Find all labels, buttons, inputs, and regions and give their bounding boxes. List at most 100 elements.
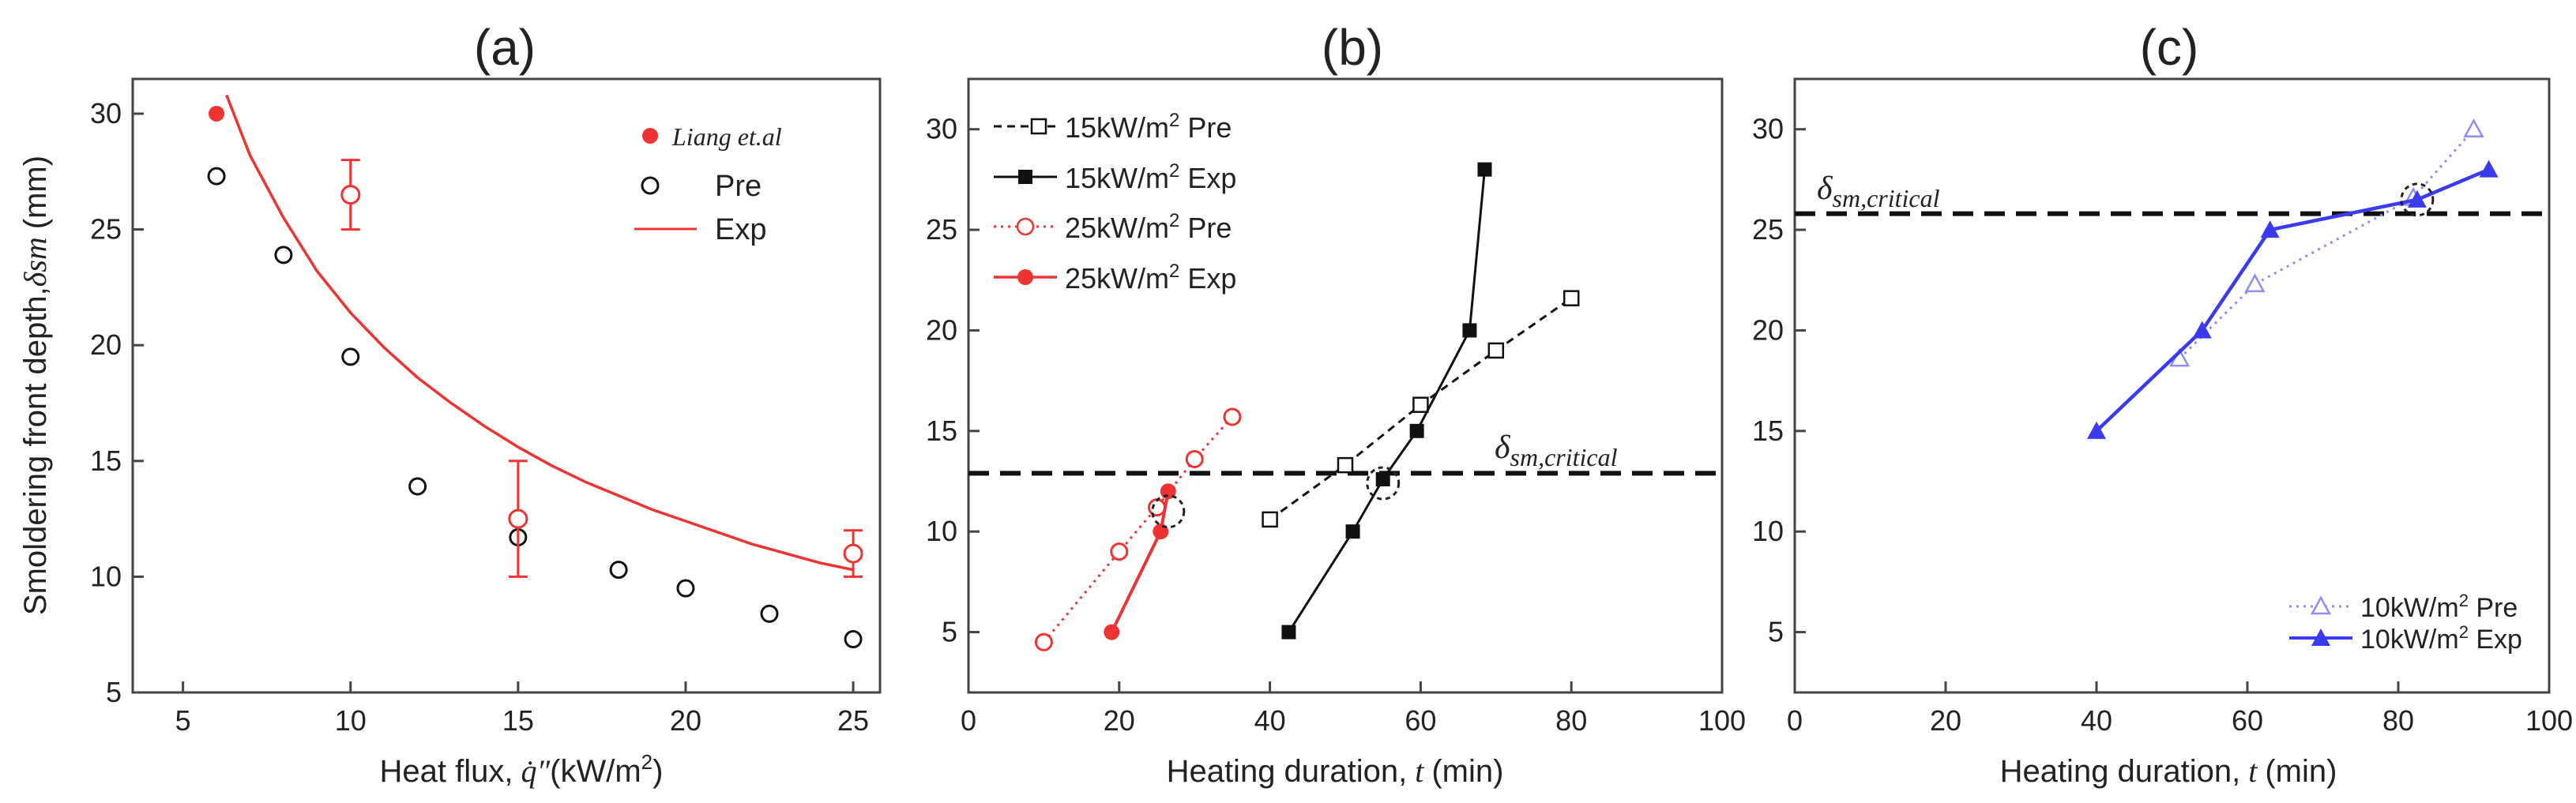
x-tick-label-c: 80 bbox=[2382, 704, 2414, 737]
y-tick-label-c: 15 bbox=[1752, 415, 1784, 447]
plot-frame-a bbox=[131, 77, 882, 694]
svg-text:10kW/m2 Pre: 10kW/m2 Pre bbox=[2360, 591, 2518, 623]
x-tick-label-b: 100 bbox=[1698, 704, 1746, 737]
data-point-b bbox=[1034, 632, 1053, 651]
axis-ticks-c: 0 20 40 60 80 100 5 10 15 20 25 30 bbox=[1752, 113, 2573, 737]
x-tick-label-c: 100 bbox=[2525, 704, 2573, 737]
legend-entry-15-pre: 15kW/m2 Pre bbox=[994, 110, 1232, 144]
x-tick-label-c: 20 bbox=[1930, 704, 1961, 737]
legend-label-exp: Exp bbox=[715, 213, 766, 246]
data-point-c bbox=[2463, 118, 2484, 137]
y-tick-label-a: 10 bbox=[90, 560, 122, 592]
series-b-2-line bbox=[1043, 415, 1234, 644]
y-tick-label-b: 30 bbox=[926, 113, 957, 145]
data-point-b bbox=[1185, 449, 1204, 468]
y-tick-label-b: 10 bbox=[926, 515, 957, 547]
legend-label-pre: Pre bbox=[715, 170, 762, 203]
y-tick-label-a: 15 bbox=[90, 445, 122, 477]
data-point-b bbox=[1487, 342, 1505, 359]
y-tick-label-b: 20 bbox=[926, 313, 957, 346]
data-point-b bbox=[1477, 162, 1492, 177]
data-point-a bbox=[209, 105, 225, 122]
panel-title-c: (c) bbox=[2140, 19, 2199, 76]
critical-label-c: δsm,critical bbox=[1817, 171, 1940, 212]
legend-entry-10-pre: 10kW/m2 Pre bbox=[2289, 591, 2518, 623]
svg-text:15kW/m2 Exp: 15kW/m2 Exp bbox=[1065, 160, 1236, 194]
panel-a: (a) 5 10 15 20 25 5 10 15 20 25 30 Liang et.al Pre… bbox=[17, 19, 882, 789]
legend-entry-10-exp: 10kW/m2 Exp bbox=[2289, 622, 2522, 655]
data-point-b bbox=[1110, 542, 1129, 561]
x-axis-label-a: Heat flux, q̇″(kW/m2) bbox=[380, 750, 664, 789]
x-axis-label-c: Heating duration, t (min) bbox=[2000, 753, 2337, 789]
x-tick-label-b: 0 bbox=[961, 704, 976, 737]
legend-entry-15-exp: 15kW/m2 Exp bbox=[994, 160, 1236, 194]
y-tick-label-a: 5 bbox=[106, 676, 122, 708]
legend-b: 15kW/m2 Pre 15kW/m2 Exp 25kW/m2 Pre 25kW… bbox=[994, 110, 1236, 295]
y-tick-label-c: 25 bbox=[1752, 213, 1784, 246]
y-tick-label-c: 5 bbox=[1768, 616, 1784, 648]
data-point-b bbox=[1409, 423, 1424, 438]
data-point-a bbox=[408, 477, 427, 496]
data-point-c bbox=[2192, 321, 2212, 339]
x-tick-label-a: 5 bbox=[175, 704, 191, 737]
plot-marks-b bbox=[968, 162, 1722, 651]
y-tick-label-c: 10 bbox=[1752, 515, 1784, 547]
legend-c: 10kW/m2 Pre 10kW/m2 Exp bbox=[2289, 591, 2522, 655]
y-tick-label-b: 15 bbox=[926, 415, 957, 447]
axis-ticks-a: 5 10 15 20 25 5 10 15 20 25 30 bbox=[90, 97, 869, 737]
data-point-b bbox=[1223, 407, 1242, 426]
legend-entry-25-exp: 25kW/m2 Exp bbox=[994, 261, 1236, 295]
y-tick-label-a: 20 bbox=[90, 328, 122, 361]
critical-label-b: δsm,critical bbox=[1495, 430, 1618, 471]
crossing-highlight-b bbox=[1366, 466, 1401, 501]
data-point-a bbox=[760, 604, 779, 623]
legend-entry-25-pre: 25kW/m2 Pre bbox=[994, 210, 1232, 244]
x-tick-label-a: 10 bbox=[335, 704, 367, 737]
legend-marker-pre bbox=[641, 176, 660, 195]
data-point-a bbox=[340, 185, 361, 205]
fit-curve-a bbox=[225, 94, 854, 572]
axis-ticks-b: 0 20 40 60 80 100 5 10 15 20 25 30 bbox=[926, 113, 1746, 737]
data-point-b bbox=[1104, 624, 1120, 640]
data-point-c bbox=[2479, 159, 2499, 178]
plot-frame-c bbox=[1793, 77, 2551, 694]
x-tick-label-b: 80 bbox=[1555, 704, 1587, 737]
x-tick-label-b: 20 bbox=[1104, 704, 1135, 737]
series-c-0-line bbox=[2178, 128, 2475, 360]
x-tick-label-a: 25 bbox=[837, 704, 869, 737]
data-point-b bbox=[1375, 471, 1390, 486]
y-tick-label-c: 20 bbox=[1752, 313, 1784, 346]
y-tick-label-b: 25 bbox=[926, 213, 957, 246]
svg-text:15kW/m2 Pre: 15kW/m2 Pre bbox=[1065, 110, 1232, 144]
crossing-highlight-b bbox=[1151, 494, 1186, 529]
data-point-b bbox=[1462, 323, 1477, 338]
x-tick-label-b: 60 bbox=[1405, 704, 1436, 737]
x-tick-label-c: 0 bbox=[1787, 704, 1803, 737]
data-point-a bbox=[676, 579, 695, 598]
panel-title-a: (a) bbox=[474, 19, 536, 76]
legend-marker-liang bbox=[642, 128, 658, 144]
y-tick-label-a: 30 bbox=[90, 97, 122, 129]
legend-label-liang: Liang et.al bbox=[671, 122, 782, 151]
data-point-b bbox=[1412, 396, 1429, 413]
data-point-c bbox=[2244, 273, 2266, 293]
x-tick-label-a: 15 bbox=[502, 704, 534, 737]
data-point-c bbox=[2087, 421, 2106, 439]
data-point-b bbox=[1345, 524, 1360, 539]
data-point-a bbox=[609, 561, 628, 580]
x-axis-label-b: Heating duration, t (min) bbox=[1167, 753, 1504, 789]
y-tick-label-a: 25 bbox=[90, 213, 122, 246]
data-point-a bbox=[274, 246, 293, 265]
data-point-a bbox=[508, 508, 528, 529]
panel-c: (c) 0 20 40 60 80 100 5 10 15 20 25 30 δsm,critical… bbox=[1752, 19, 2573, 789]
data-point-c bbox=[2260, 220, 2280, 238]
svg-text:10kW/m2 Exp: 10kW/m2 Exp bbox=[2360, 622, 2522, 655]
data-point-c bbox=[2407, 189, 2427, 208]
data-point-a bbox=[207, 167, 226, 186]
crossing-highlight-c bbox=[2400, 182, 2435, 217]
y-axis-label-a: Smoldering front depth,δsm(mm) bbox=[17, 156, 53, 615]
series-b-1-line bbox=[1288, 169, 1486, 633]
x-tick-label-c: 40 bbox=[2081, 704, 2112, 737]
y-tick-label-b: 5 bbox=[942, 616, 957, 648]
